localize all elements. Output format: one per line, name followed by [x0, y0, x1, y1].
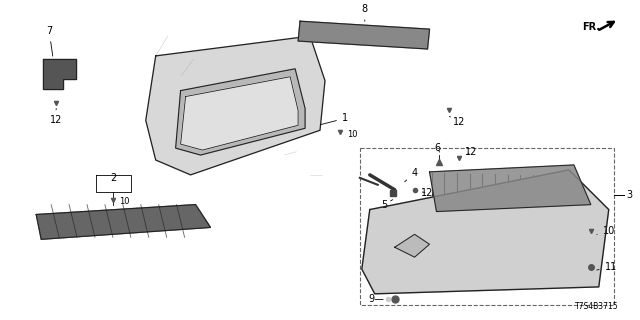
Text: 7: 7	[46, 26, 52, 56]
Text: 12: 12	[421, 188, 434, 198]
Text: 2: 2	[110, 173, 116, 183]
Polygon shape	[298, 21, 429, 49]
Text: 12: 12	[465, 147, 477, 157]
Text: 8: 8	[362, 4, 368, 21]
Text: 10: 10	[596, 226, 615, 236]
Text: 12: 12	[50, 108, 62, 125]
Text: 10: 10	[119, 197, 129, 206]
Text: FR.: FR.	[582, 22, 600, 32]
Polygon shape	[44, 59, 76, 89]
Polygon shape	[175, 69, 305, 155]
Text: 9—: 9—	[369, 294, 385, 304]
Text: 6: 6	[435, 143, 440, 153]
Text: T7S4B3715: T7S4B3715	[575, 302, 619, 311]
Polygon shape	[362, 170, 609, 294]
Polygon shape	[395, 234, 429, 257]
Text: 12: 12	[449, 116, 465, 127]
Text: 1: 1	[321, 113, 348, 124]
Text: 4: 4	[404, 168, 418, 182]
Polygon shape	[180, 77, 298, 150]
Polygon shape	[429, 165, 591, 212]
Text: 11: 11	[596, 262, 617, 272]
Text: 5: 5	[381, 200, 393, 210]
Polygon shape	[36, 204, 211, 239]
Polygon shape	[146, 36, 325, 175]
Text: 10: 10	[347, 130, 357, 139]
Text: 3: 3	[627, 190, 633, 200]
Bar	[360, 148, 614, 305]
